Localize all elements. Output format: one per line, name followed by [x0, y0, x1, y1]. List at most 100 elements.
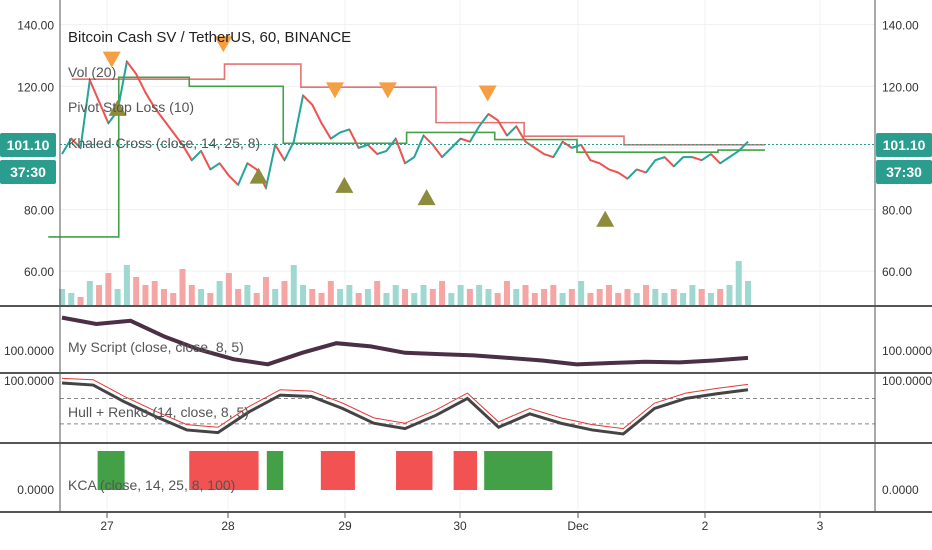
volume-bar	[587, 293, 594, 305]
time-tick: 29	[338, 519, 352, 533]
legend-hull-renko[interactable]: Hull + Renko (14, close, 8, 5)	[68, 404, 249, 420]
price-segment	[348, 128, 360, 149]
price-segment	[524, 140, 536, 149]
volume-bar	[745, 281, 751, 305]
price-segment	[441, 147, 453, 158]
price-segment	[385, 138, 397, 152]
price-segment	[496, 119, 508, 137]
volume-bar	[717, 289, 724, 305]
price-segment	[209, 162, 221, 171]
kca-block	[453, 451, 478, 490]
volume-bar	[680, 293, 687, 305]
price-segment	[70, 137, 82, 149]
countdown-badge-right: 37:30	[876, 160, 932, 184]
volume-bar	[225, 273, 232, 305]
price-segment	[264, 144, 277, 189]
volume-bar	[643, 285, 650, 305]
volume-bar	[522, 285, 529, 305]
volume-bar	[605, 285, 612, 305]
volume-bar	[485, 289, 492, 305]
osc-tick-left: 100.0000	[4, 374, 54, 388]
time-axis[interactable]: 27 28 29 30 Dec 2 3	[100, 512, 824, 533]
time-tick: 27	[100, 519, 114, 533]
price-segment	[330, 131, 341, 140]
volume-bar	[105, 273, 112, 305]
volume-bar	[457, 285, 464, 305]
price-axis-right[interactable]: 140.00120.00100.0080.0060.00100.0000100.…	[882, 19, 932, 497]
legend-pivot-stop-loss[interactable]: Pivot Stop Loss (10)	[68, 99, 194, 115]
time-tick: 30	[453, 519, 467, 533]
pane-separators	[0, 0, 932, 513]
volume-bar	[318, 293, 325, 305]
volume-bars	[59, 261, 751, 305]
grid-lines	[60, 0, 875, 510]
volume-bar	[133, 277, 140, 305]
price-segment	[339, 128, 350, 134]
price-segment	[88, 79, 100, 103]
volume-bar	[207, 293, 214, 305]
chart-title: Bitcoin Cash SV / TetherUS, 60, BINANCE	[68, 29, 351, 46]
volume-bar	[300, 285, 307, 305]
price-segment	[367, 144, 378, 155]
price-tick-right: 60.00	[882, 265, 912, 279]
price-segment	[144, 91, 156, 109]
legend-my-script[interactable]: My Script (close, close, 8, 5)	[68, 339, 244, 355]
volume-bar	[568, 289, 575, 305]
volume-bar	[513, 289, 520, 305]
price-segment	[460, 137, 471, 143]
price-segment	[200, 150, 212, 170]
price-axis-left[interactable]: 140.00120.00100.0080.0060.00100.0000100.…	[4, 19, 54, 497]
price-segment	[654, 156, 665, 162]
buy-signal-marker	[249, 167, 268, 184]
countdown-badge-left: 37:30	[0, 160, 56, 184]
price-segment	[534, 147, 545, 155]
legend-kca[interactable]: KCA (close, 14, 25, 8, 100)	[68, 477, 235, 493]
my-script-line	[61, 315, 749, 367]
last-price-badge-right: 101.10	[876, 133, 932, 157]
price-segment	[191, 150, 202, 161]
price-segment	[673, 156, 684, 168]
volume-bar	[652, 289, 659, 305]
sell-signal-marker	[102, 51, 121, 68]
stop-loss-lines	[48, 63, 765, 238]
volume-bar	[179, 269, 186, 305]
volume-bar	[114, 289, 121, 305]
volume-bar	[689, 285, 696, 305]
osc-tick-right: 100.0000	[882, 344, 932, 358]
price-segment	[163, 119, 175, 134]
countdown-right: 37:30	[886, 164, 922, 180]
volume-bar	[541, 289, 548, 305]
buy-signal-marker	[335, 176, 354, 193]
osc-tick-left: 0.0000	[17, 483, 54, 497]
volume-bar	[160, 289, 167, 305]
my-script-pane[interactable]	[61, 315, 749, 367]
volume-bar	[596, 289, 603, 305]
time-tick: Dec	[567, 519, 588, 533]
volume-bar	[355, 293, 362, 305]
legend-khaled-cross[interactable]: Khaled Cross (close, 14, 25, 8)	[68, 135, 260, 151]
price-pane[interactable]	[48, 36, 875, 305]
price-segment	[645, 159, 657, 174]
volume-bar	[272, 289, 279, 305]
volume-bar	[86, 281, 93, 305]
volume-bar	[503, 281, 510, 305]
price-segment	[228, 174, 239, 186]
price-segment	[506, 125, 517, 137]
kca-pane[interactable]	[97, 451, 553, 490]
volume-bar	[670, 289, 677, 305]
hull-renko-pane[interactable]	[60, 377, 875, 436]
price-segment	[728, 150, 740, 158]
volume-bar	[615, 293, 622, 305]
last-price-left: 101.10	[7, 137, 50, 153]
volume-bar	[466, 289, 473, 305]
price-series-line	[61, 59, 749, 191]
legend-volume[interactable]: Vol (20)	[68, 64, 116, 80]
volume-bar	[59, 289, 65, 305]
price-segment	[636, 168, 647, 174]
price-segment	[469, 125, 481, 143]
volume-bar	[531, 293, 538, 305]
price-tick-right: 140.00	[882, 19, 919, 33]
buy-signal-marker	[596, 210, 615, 227]
volume-bar	[346, 285, 353, 305]
sell-signal-marker	[214, 36, 233, 53]
